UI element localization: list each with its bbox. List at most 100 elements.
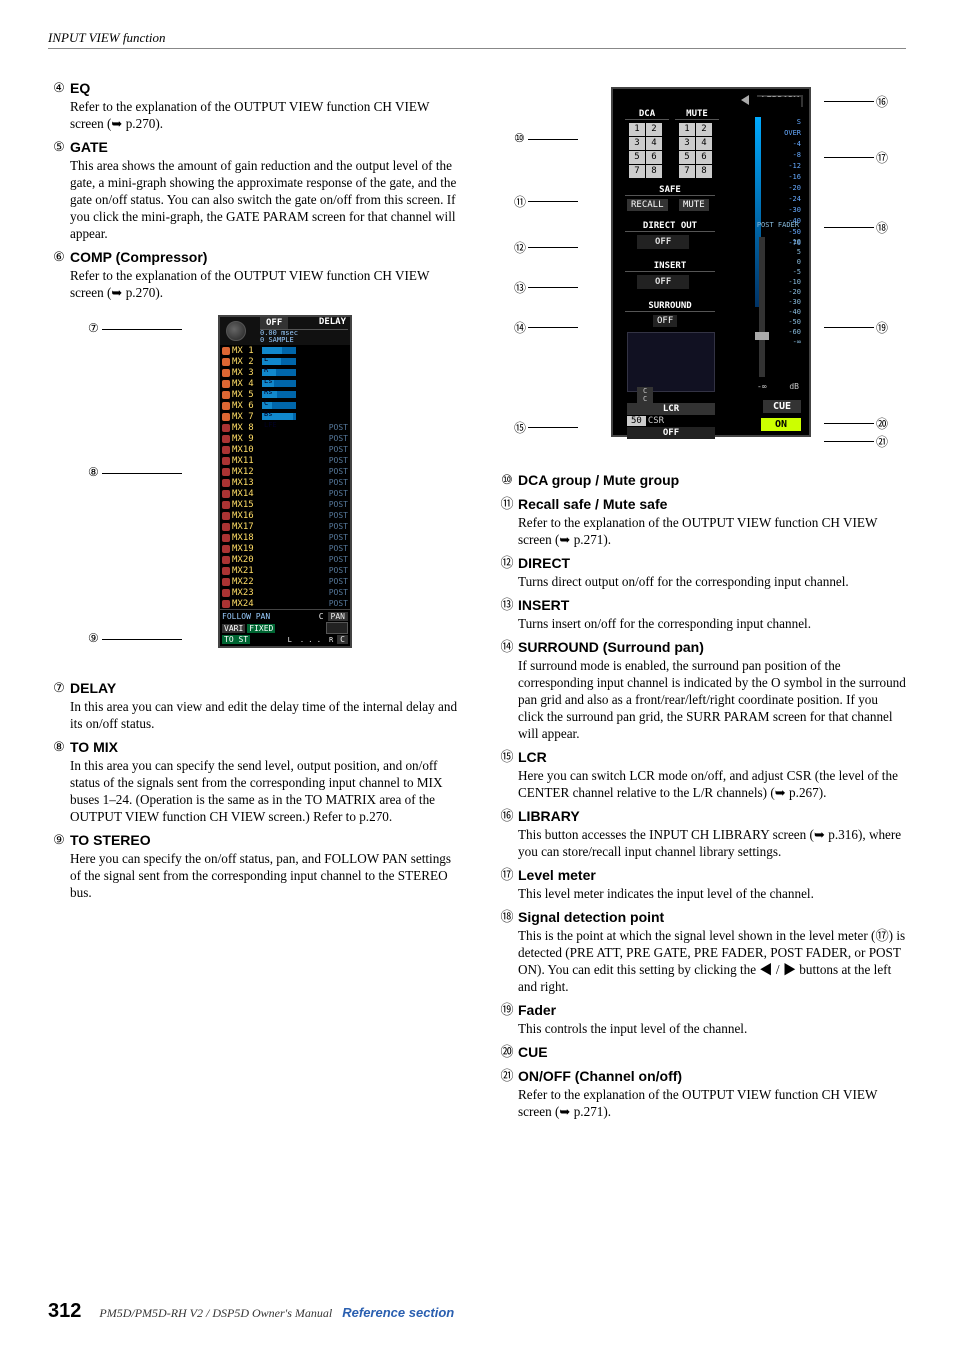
to-stereo-section[interactable]: FOLLOW PAN C PAN VARI FIXED TO ST L . . … (220, 609, 350, 646)
mix-row[interactable]: MX 3Ls (220, 367, 350, 378)
mix-on-icon[interactable] (222, 391, 230, 399)
mix-on-icon[interactable] (222, 501, 230, 509)
group-cell[interactable]: 1 (629, 123, 645, 136)
mix-on-icon[interactable] (222, 523, 230, 531)
mix-level-bar[interactable] (262, 589, 296, 596)
surround-grid[interactable] (627, 332, 715, 392)
group-cell[interactable]: 1 (679, 123, 695, 136)
mix-level-bar[interactable] (262, 534, 296, 541)
on-button[interactable]: ON (761, 418, 801, 431)
mix-on-icon[interactable] (222, 512, 230, 520)
mix-on-icon[interactable] (222, 468, 230, 476)
group-cell[interactable]: 6 (696, 151, 712, 164)
mix-level-bar[interactable] (262, 490, 296, 497)
mix-row[interactable]: MX 9POST (220, 433, 350, 444)
mix-level-bar[interactable] (262, 545, 296, 552)
mix-row[interactable]: MX16POST (220, 510, 350, 521)
delay-off-button[interactable]: OFF (260, 317, 288, 329)
mix-level-bar[interactable] (262, 523, 296, 530)
recall-safe-button[interactable]: RECALL (627, 199, 668, 211)
mute-grid[interactable]: 12345678 (679, 123, 712, 178)
mix-row[interactable]: MX17POST (220, 521, 350, 532)
mix-level-bar[interactable] (262, 446, 296, 453)
mix-on-icon[interactable] (222, 457, 230, 465)
mix-on-icon[interactable] (222, 578, 230, 586)
mix-row[interactable]: MX20POST (220, 554, 350, 565)
group-cell[interactable]: 6 (646, 151, 662, 164)
mix-row[interactable]: MX22POST (220, 576, 350, 587)
fixed-button[interactable]: FIXED (247, 624, 275, 633)
group-cell[interactable]: 3 (629, 137, 645, 150)
mix-row[interactable]: MX15POST (220, 499, 350, 510)
mix-level-bar[interactable] (262, 578, 296, 585)
mix-row[interactable]: MX 2R (220, 356, 350, 367)
mix-level-bar[interactable] (262, 556, 296, 563)
mix-level-bar[interactable] (262, 457, 296, 464)
group-cell[interactable]: 8 (696, 165, 712, 178)
csr-value[interactable]: 50 (627, 416, 646, 426)
mix-row[interactable]: MX 7LFE (220, 411, 350, 422)
mix-row[interactable]: MX10POST (220, 444, 350, 455)
mix-level-bar[interactable] (262, 512, 296, 519)
group-cell[interactable]: 2 (696, 123, 712, 136)
signal-point-label[interactable]: POST FADER (757, 221, 799, 229)
mix-on-icon[interactable] (222, 490, 230, 498)
mix-level-bar[interactable] (262, 600, 296, 607)
mix-row[interactable]: MX12POST (220, 466, 350, 477)
mix-row[interactable]: MX19POST (220, 543, 350, 554)
mix-on-icon[interactable] (222, 589, 230, 597)
lcr-off-button[interactable]: OFF (627, 427, 715, 439)
mix-row[interactable]: MX 1L (220, 345, 350, 356)
delay-section[interactable]: OFF DELAY 0.00 msec 0 SAMPLE (220, 317, 350, 345)
mix-level-bar[interactable] (262, 468, 296, 475)
mix-row[interactable]: MX 6Bs (220, 400, 350, 411)
mix-on-icon[interactable] (222, 402, 230, 410)
mix-on-icon[interactable] (222, 347, 230, 355)
mix-level-bar[interactable] (262, 435, 296, 442)
group-cell[interactable]: 7 (679, 165, 695, 178)
mix-on-icon[interactable] (222, 358, 230, 366)
mix-row[interactable]: MX18POST (220, 532, 350, 543)
mix-on-icon[interactable] (222, 424, 230, 432)
mix-on-icon[interactable] (222, 534, 230, 542)
mix-on-icon[interactable] (222, 567, 230, 575)
cue-button[interactable]: CUE (763, 400, 801, 413)
group-cell[interactable]: 5 (629, 151, 645, 164)
mix-level-bar[interactable] (262, 567, 296, 574)
group-cell[interactable]: 2 (646, 123, 662, 136)
mix-row[interactable]: MX21POST (220, 565, 350, 576)
mix-level-bar[interactable]: L (262, 347, 296, 354)
mix-row[interactable]: MX23POST (220, 587, 350, 598)
group-cell[interactable]: 7 (629, 165, 645, 178)
mix-level-bar[interactable] (262, 501, 296, 508)
pan-display[interactable] (326, 622, 348, 634)
mix-on-icon[interactable] (222, 435, 230, 443)
mix-row[interactable]: MX11POST (220, 455, 350, 466)
mix-row[interactable]: MX 4Rs (220, 378, 350, 389)
mix-on-icon[interactable] (222, 369, 230, 377)
group-cell[interactable]: 4 (646, 137, 662, 150)
delay-knob-icon[interactable] (226, 321, 246, 341)
mix-row[interactable]: MX14POST (220, 488, 350, 499)
mix-row[interactable]: MX 5C (220, 389, 350, 400)
mix-on-icon[interactable] (222, 600, 230, 608)
group-cell[interactable]: 3 (679, 137, 695, 150)
mix-on-icon[interactable] (222, 545, 230, 553)
mute-safe-button[interactable]: MUTE (679, 199, 709, 211)
mix-row[interactable]: MX 8POST (220, 422, 350, 433)
group-cell[interactable]: 4 (696, 137, 712, 150)
mix-on-icon[interactable] (222, 556, 230, 564)
mix-on-icon[interactable] (222, 380, 230, 388)
vari-button[interactable]: VARI (222, 624, 245, 633)
mix-on-icon[interactable] (222, 446, 230, 454)
mix-row[interactable]: MX13POST (220, 477, 350, 488)
group-cell[interactable]: 8 (646, 165, 662, 178)
direct-off-button[interactable]: OFF (637, 235, 689, 249)
dca-grid[interactable]: 12345678 (629, 123, 662, 178)
to-st-button[interactable]: TO ST (222, 635, 250, 644)
mix-on-icon[interactable] (222, 413, 230, 421)
surround-off-button[interactable]: OFF (653, 315, 677, 327)
mix-rows[interactable]: MX 1LMX 2RMX 3LsMX 4RsMX 5CMX 6BsMX 7LFE… (220, 345, 350, 609)
mix-on-icon[interactable] (222, 479, 230, 487)
insert-off-button[interactable]: OFF (637, 275, 689, 289)
